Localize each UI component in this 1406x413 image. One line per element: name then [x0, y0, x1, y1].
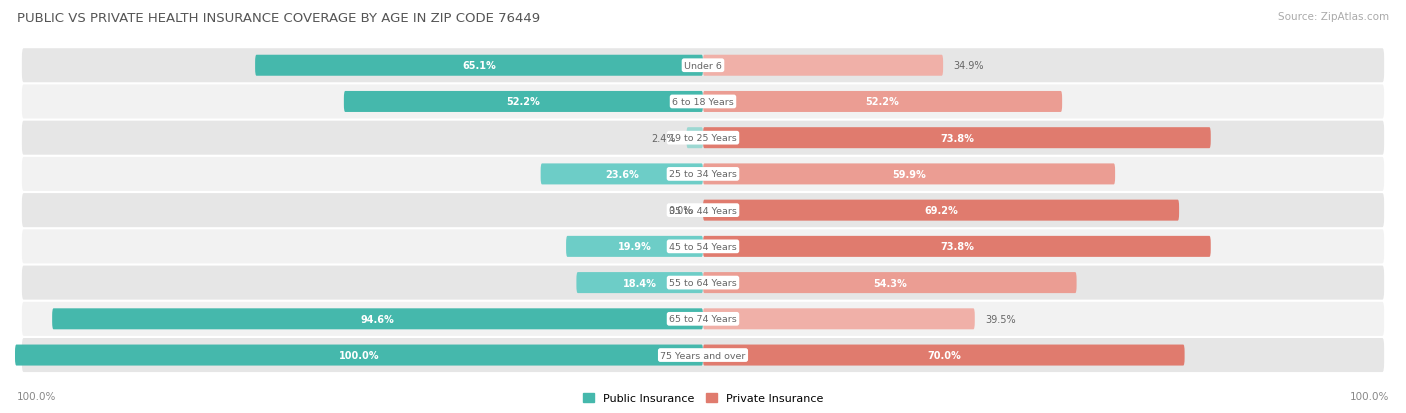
Text: 73.8%: 73.8%: [941, 133, 974, 143]
FancyBboxPatch shape: [703, 92, 1062, 113]
Text: 59.9%: 59.9%: [893, 169, 927, 180]
FancyBboxPatch shape: [703, 200, 1180, 221]
Text: 94.6%: 94.6%: [361, 314, 395, 324]
Text: 19.9%: 19.9%: [617, 242, 651, 252]
Text: 25 to 34 Years: 25 to 34 Years: [669, 170, 737, 179]
Text: 45 to 54 Years: 45 to 54 Years: [669, 242, 737, 251]
Text: 55 to 64 Years: 55 to 64 Years: [669, 278, 737, 287]
Text: PUBLIC VS PRIVATE HEALTH INSURANCE COVERAGE BY AGE IN ZIP CODE 76449: PUBLIC VS PRIVATE HEALTH INSURANCE COVER…: [17, 12, 540, 25]
Text: 0.0%: 0.0%: [668, 206, 693, 216]
Text: 100.0%: 100.0%: [1350, 391, 1389, 401]
Text: 35 to 44 Years: 35 to 44 Years: [669, 206, 737, 215]
FancyBboxPatch shape: [576, 273, 703, 293]
Text: Source: ZipAtlas.com: Source: ZipAtlas.com: [1278, 12, 1389, 22]
FancyBboxPatch shape: [22, 302, 1384, 336]
FancyBboxPatch shape: [703, 164, 1115, 185]
FancyBboxPatch shape: [22, 85, 1384, 119]
Text: 34.9%: 34.9%: [953, 61, 984, 71]
Legend: Public Insurance, Private Insurance: Public Insurance, Private Insurance: [579, 388, 827, 408]
Text: 18.4%: 18.4%: [623, 278, 657, 288]
FancyBboxPatch shape: [567, 236, 703, 257]
FancyBboxPatch shape: [15, 345, 703, 366]
FancyBboxPatch shape: [52, 309, 703, 330]
Text: 54.3%: 54.3%: [873, 278, 907, 288]
Text: 75 Years and over: 75 Years and over: [661, 351, 745, 360]
Text: 65 to 74 Years: 65 to 74 Years: [669, 315, 737, 323]
FancyBboxPatch shape: [703, 56, 943, 76]
FancyBboxPatch shape: [22, 49, 1384, 83]
Text: 65.1%: 65.1%: [463, 61, 496, 71]
FancyBboxPatch shape: [22, 266, 1384, 300]
Text: 19 to 25 Years: 19 to 25 Years: [669, 134, 737, 143]
FancyBboxPatch shape: [686, 128, 703, 149]
FancyBboxPatch shape: [344, 92, 703, 113]
Text: 52.2%: 52.2%: [866, 97, 900, 107]
Text: 39.5%: 39.5%: [986, 314, 1015, 324]
FancyBboxPatch shape: [703, 309, 974, 330]
Text: 100.0%: 100.0%: [339, 350, 380, 360]
Text: 23.6%: 23.6%: [605, 169, 638, 180]
FancyBboxPatch shape: [703, 236, 1211, 257]
Text: 100.0%: 100.0%: [17, 391, 56, 401]
FancyBboxPatch shape: [22, 194, 1384, 228]
FancyBboxPatch shape: [703, 128, 1211, 149]
Text: 6 to 18 Years: 6 to 18 Years: [672, 98, 734, 107]
Text: 70.0%: 70.0%: [927, 350, 960, 360]
FancyBboxPatch shape: [703, 345, 1185, 366]
Text: 52.2%: 52.2%: [506, 97, 540, 107]
FancyBboxPatch shape: [254, 56, 703, 76]
FancyBboxPatch shape: [22, 121, 1384, 155]
FancyBboxPatch shape: [22, 230, 1384, 264]
FancyBboxPatch shape: [22, 157, 1384, 192]
FancyBboxPatch shape: [703, 273, 1077, 293]
Text: 69.2%: 69.2%: [924, 206, 957, 216]
FancyBboxPatch shape: [22, 338, 1384, 372]
Text: Under 6: Under 6: [685, 62, 721, 71]
Text: 2.4%: 2.4%: [651, 133, 676, 143]
Text: 73.8%: 73.8%: [941, 242, 974, 252]
FancyBboxPatch shape: [541, 164, 703, 185]
